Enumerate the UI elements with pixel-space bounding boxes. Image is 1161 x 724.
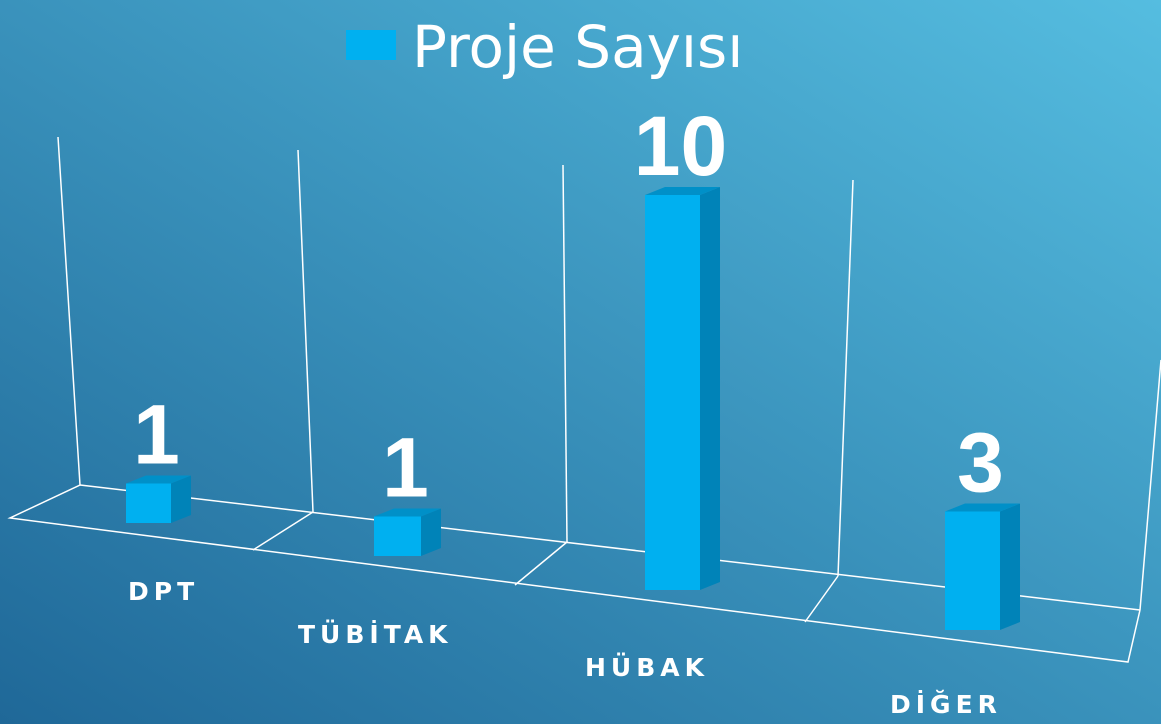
bar-side <box>1000 503 1020 630</box>
bar <box>374 516 421 556</box>
bar <box>645 195 700 590</box>
bar-side <box>171 475 191 523</box>
x-tick-label: DPT <box>128 577 199 606</box>
data-label: 1 <box>133 388 180 482</box>
bar-top <box>645 187 720 195</box>
bar-top <box>945 503 1020 512</box>
bar-top <box>374 508 441 517</box>
x-tick-label: HÜBAK <box>585 652 709 682</box>
data-label: 10 <box>634 99 727 193</box>
bar-side <box>421 508 441 556</box>
data-label: 3 <box>957 416 1004 510</box>
bar <box>126 483 171 523</box>
bar-side <box>700 187 720 590</box>
x-tick-label: DİĞER <box>890 689 1002 719</box>
x-tick-label: TÜBİTAK <box>298 619 453 649</box>
legend-label: Proje Sayısı <box>412 13 743 81</box>
bar <box>945 511 1000 630</box>
bar-top <box>126 475 191 484</box>
floor-grid <box>7 136 1161 663</box>
data-label: 1 <box>382 421 429 515</box>
legend-swatch <box>346 30 396 60</box>
